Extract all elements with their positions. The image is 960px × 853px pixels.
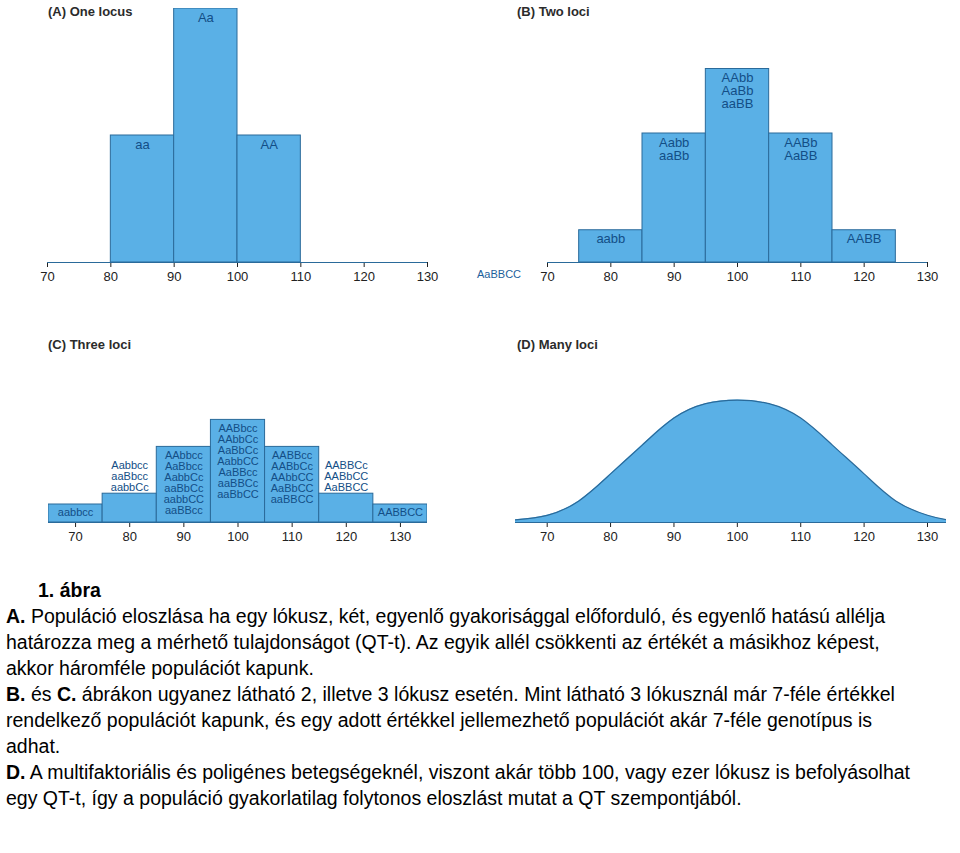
svg-text:120: 120 <box>853 269 875 284</box>
svg-text:aabb: aabb <box>596 231 625 246</box>
html-text:(A) One locus: (A) One locus <box>48 4 133 19</box>
svg-text:AABBccAABbCcAAbbCCAaBbCCaaBBCC: AABBccAABbCcAAbbCCAaBbCCaaBBCC <box>271 449 314 505</box>
html-text:(D) Many loci: (D) Many loci <box>517 337 598 352</box>
svg-text:AABB: AABB <box>847 231 882 246</box>
svg-text:Aa: Aa <box>198 10 215 25</box>
html-text:D. A multifaktoriális és polig: D. A multifaktoriális és poligénes beteg… <box>6 761 910 809</box>
svg-text:100: 100 <box>227 529 249 544</box>
svg-text:90: 90 <box>177 529 191 544</box>
svg-text:aabbcc: aabbcc <box>58 506 94 518</box>
svg-text:100: 100 <box>727 269 749 284</box>
svg-text:AabbccaaBbccaabbCc: AabbccaaBbccaabbCc <box>111 459 149 493</box>
svg-text:110: 110 <box>290 269 311 284</box>
svg-text:aa: aa <box>135 137 150 152</box>
svg-text:100: 100 <box>726 529 748 544</box>
svg-text:80: 80 <box>104 269 118 284</box>
svg-text:70: 70 <box>540 269 554 284</box>
svg-text:110: 110 <box>282 529 303 544</box>
svg-text:80: 80 <box>122 529 136 544</box>
svg-text:AAbbAaBbaaBB: AAbbAaBbaaBB <box>722 70 754 111</box>
svg-text:AABbAaBB: AABbAaBB <box>784 135 817 163</box>
svg-text:120: 120 <box>335 529 357 544</box>
svg-text:AABBCcAABbCCAaBBCC: AABBCcAABbCCAaBBCC <box>324 459 368 493</box>
svg-text:90: 90 <box>667 269 681 284</box>
svg-text:70: 70 <box>40 269 54 284</box>
svg-text:80: 80 <box>603 529 617 544</box>
svg-text:120: 120 <box>353 269 375 284</box>
svg-text:100: 100 <box>227 269 249 284</box>
svg-text:AA: AA <box>260 137 278 152</box>
html-text:B. és C. ábrákon ugyanez látha: B. és C. ábrákon ugyanez látható 2, ille… <box>6 683 895 757</box>
html-text:A. Populáció eloszlása ha egy: A. Populáció eloszlása ha egy lókusz, ké… <box>6 605 886 679</box>
svg-text:130: 130 <box>417 269 439 284</box>
svg-text:130: 130 <box>917 269 939 284</box>
svg-text:AABbccAAbbCcAaBbCcAabbCCAaBBcc: AABbccAAbbCcAaBbCcAabbCCAaBBccaaBBCcaaBb… <box>217 422 259 500</box>
svg-text:AABBCC: AABBCC <box>378 506 423 518</box>
html-text:(B) Two loci: (B) Two loci <box>517 4 590 19</box>
svg-text:90: 90 <box>667 529 681 544</box>
svg-text:80: 80 <box>604 269 618 284</box>
svg-text:120: 120 <box>853 529 875 544</box>
svg-text:70: 70 <box>68 529 82 544</box>
svg-text:AAbbccAaBbccAabbCcaaBbCcaabbCC: AAbbccAaBbccAabbCcaaBbCcaabbCCaaBBcc <box>164 449 204 516</box>
svg-text:130: 130 <box>390 529 412 544</box>
html-text:AaBBCC: AaBBCC <box>477 268 521 280</box>
html-text:(C) Three loci: (C) Three loci <box>48 337 132 352</box>
svg-text:110: 110 <box>790 269 811 284</box>
html-text:1. ábra: 1. ábra <box>38 579 101 601</box>
svg-text:130: 130 <box>917 529 939 544</box>
svg-text:AabbaaBb: AabbaaBb <box>659 135 689 163</box>
svg-text:70: 70 <box>540 529 554 544</box>
svg-text:90: 90 <box>167 269 181 284</box>
svg-text:110: 110 <box>790 529 811 544</box>
